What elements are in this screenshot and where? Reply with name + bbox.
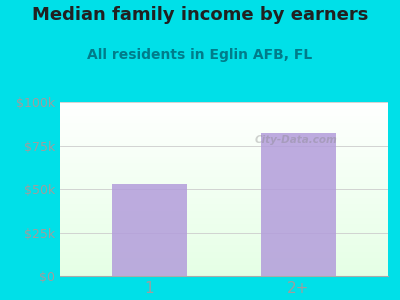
Text: City-Data.com: City-Data.com [255, 135, 338, 145]
Bar [112, 184, 187, 276]
Text: Median family income by earners: Median family income by earners [32, 6, 368, 24]
Text: All residents in Eglin AFB, FL: All residents in Eglin AFB, FL [87, 48, 313, 62]
Bar [261, 133, 336, 276]
